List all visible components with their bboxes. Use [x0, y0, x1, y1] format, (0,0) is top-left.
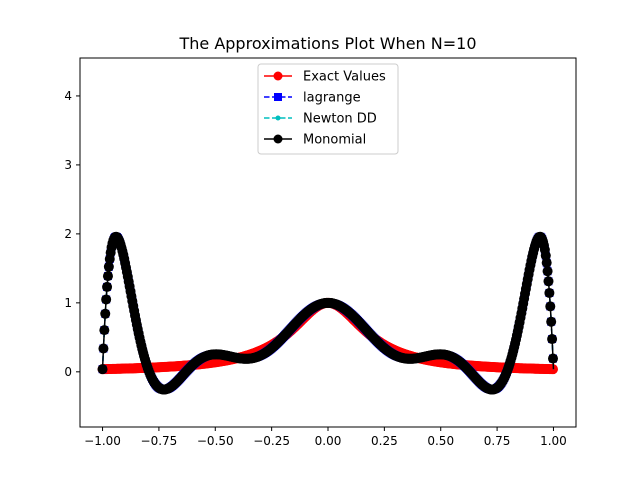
x-tick-label: −1.00: [84, 434, 121, 448]
data-point: [546, 316, 557, 327]
x-tick-label: −0.50: [197, 434, 234, 448]
y-tick-label: 4: [64, 89, 72, 103]
x-tick-label: 0.00: [315, 434, 342, 448]
data-point: [102, 271, 113, 282]
data-point: [103, 261, 114, 272]
data-point: [98, 343, 109, 354]
legend-label: Newton DD: [303, 112, 377, 127]
legend-entry: lagrange: [264, 91, 361, 106]
series-layer: [97, 231, 559, 395]
data-point: [543, 276, 554, 287]
legend-marker: [275, 115, 281, 121]
y-tick-label: 2: [64, 227, 72, 241]
legend-entry: Newton DD: [264, 112, 377, 127]
legend-label: Monomial: [303, 133, 366, 148]
legend-label: lagrange: [303, 91, 361, 106]
data-point: [101, 294, 112, 305]
data-point: [102, 281, 113, 292]
data-point: [99, 325, 110, 336]
series-monomial: [97, 231, 559, 395]
x-tick-label: 0.25: [371, 434, 398, 448]
x-tick-label: −0.25: [253, 434, 290, 448]
legend-marker: [274, 93, 282, 101]
legend-label: Exact Values: [303, 70, 386, 85]
legend-box: [257, 63, 399, 155]
x-axis: −1.00 −0.75 −0.50 −0.25 0.00 0.25 0.50 0.75 1.00: [84, 427, 567, 448]
legend: Exact Values lagrange Newton DD Monomial: [257, 63, 399, 155]
data-point: [547, 334, 558, 345]
data-point: [545, 301, 556, 312]
legend-entry: Monomial: [264, 133, 366, 148]
legend-marker: [273, 134, 283, 144]
y-axis: 0 1 2 3 4: [64, 89, 80, 379]
y-tick-label: 0: [64, 365, 72, 379]
data-point: [544, 287, 555, 298]
data-point: [541, 257, 552, 268]
data-point: [97, 364, 108, 375]
legend-marker: [273, 71, 283, 81]
y-tick-label: 1: [64, 296, 72, 310]
legend-entry: Exact Values: [264, 70, 386, 85]
x-tick-label: −0.75: [141, 434, 178, 448]
data-point: [100, 308, 111, 319]
chart-title: The Approximations Plot When N=10: [178, 34, 476, 53]
x-tick-label: 1.00: [540, 434, 567, 448]
data-point: [548, 353, 559, 364]
x-tick-label: 0.50: [427, 434, 454, 448]
y-tick-label: 3: [64, 158, 72, 172]
x-tick-label: 0.75: [484, 434, 511, 448]
data-point: [542, 266, 553, 277]
